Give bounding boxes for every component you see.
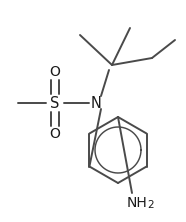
Text: N: N xyxy=(91,95,101,111)
Text: O: O xyxy=(49,127,60,141)
Text: 2: 2 xyxy=(148,200,154,210)
Text: O: O xyxy=(49,65,60,79)
Text: NH: NH xyxy=(127,196,147,210)
Text: S: S xyxy=(50,95,60,111)
